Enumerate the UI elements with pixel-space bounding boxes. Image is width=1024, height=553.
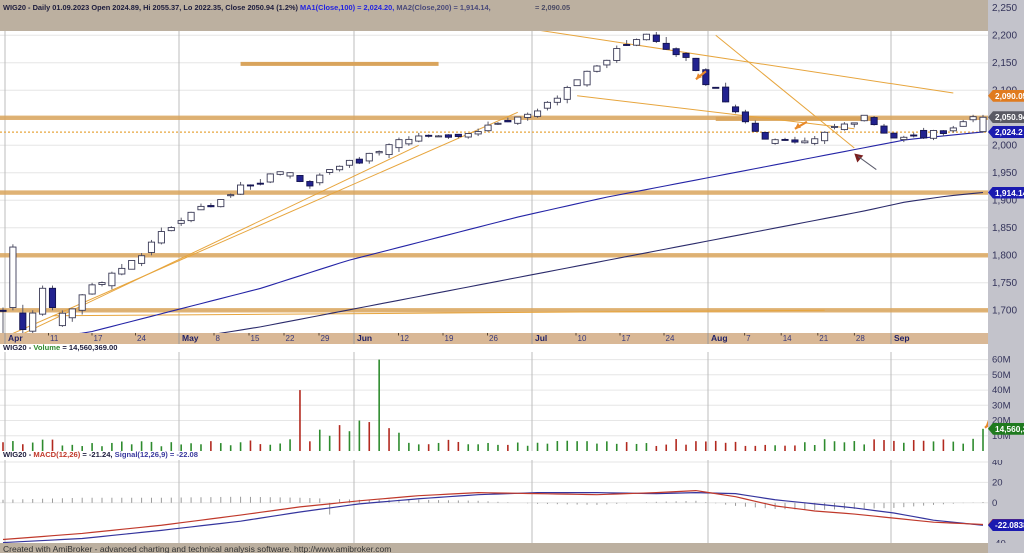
- svg-text:2,150: 2,150: [992, 58, 1017, 69]
- svg-text:19: 19: [445, 334, 454, 343]
- svg-text:26: 26: [489, 334, 498, 343]
- svg-text:20: 20: [992, 477, 1003, 488]
- svg-text:17: 17: [94, 334, 103, 343]
- svg-text:1,850: 1,850: [992, 223, 1017, 234]
- svg-text:22: 22: [286, 334, 295, 343]
- svg-text:17: 17: [622, 334, 631, 343]
- svg-text:Jun: Jun: [357, 333, 372, 343]
- svg-text:50M: 50M: [992, 370, 1011, 381]
- svg-text:24: 24: [666, 334, 675, 343]
- svg-text:0: 0: [992, 498, 997, 509]
- svg-text:1,700: 1,700: [992, 305, 1017, 316]
- svg-text:21: 21: [819, 334, 828, 343]
- svg-text:12: 12: [400, 334, 409, 343]
- svg-text:Sep: Sep: [894, 333, 910, 343]
- svg-text:11: 11: [50, 334, 59, 343]
- svg-text:Jul: Jul: [535, 333, 547, 343]
- svg-text:15: 15: [251, 334, 260, 343]
- svg-text:24: 24: [137, 334, 146, 343]
- svg-text:14: 14: [783, 334, 792, 343]
- svg-text:10: 10: [578, 334, 587, 343]
- svg-text:30M: 30M: [992, 400, 1011, 411]
- svg-text:40: 40: [992, 460, 1003, 468]
- svg-text:8: 8: [216, 334, 221, 343]
- svg-text:28: 28: [856, 334, 865, 343]
- svg-text:2,250: 2,250: [992, 3, 1017, 14]
- svg-text:1,950: 1,950: [992, 168, 1017, 179]
- svg-text:60M: 60M: [992, 355, 1011, 366]
- svg-text:Aug: Aug: [711, 333, 728, 343]
- svg-text:2,200: 2,200: [992, 30, 1017, 41]
- svg-text:40M: 40M: [992, 385, 1011, 396]
- svg-text:1,800: 1,800: [992, 250, 1017, 261]
- svg-text:1,750: 1,750: [992, 278, 1017, 289]
- svg-text:7: 7: [746, 334, 751, 343]
- svg-text:Apr: Apr: [8, 333, 23, 343]
- svg-text:29: 29: [321, 334, 330, 343]
- svg-text:2,000: 2,000: [992, 140, 1017, 151]
- svg-text:May: May: [182, 333, 199, 343]
